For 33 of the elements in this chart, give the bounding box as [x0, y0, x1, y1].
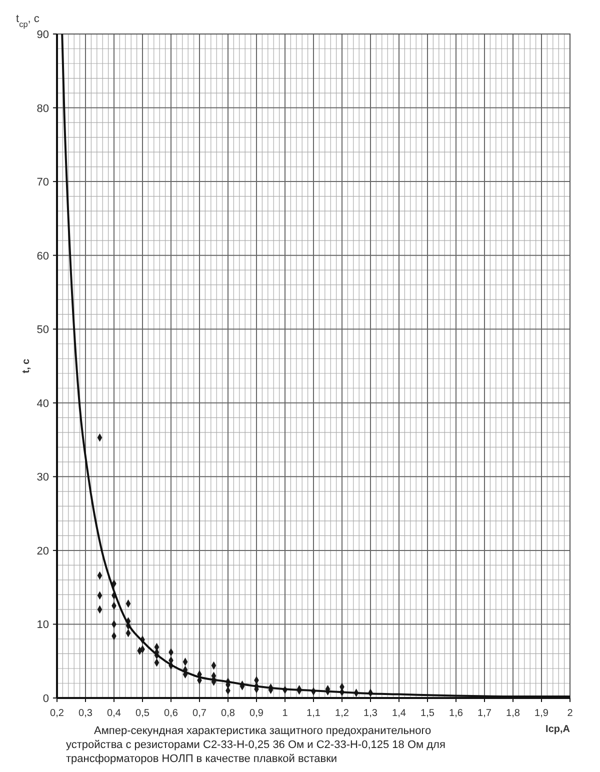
y-tick-label: 30	[36, 472, 49, 484]
x-tick-label: 0,8	[221, 708, 236, 719]
x-axis-title: Icp,A	[546, 724, 570, 735]
x-tick-label: 1,3	[364, 708, 378, 719]
x-tick-label: 1,9	[534, 708, 549, 719]
y-tick-label: 0	[42, 693, 49, 705]
x-tick-label: 1,1	[306, 708, 321, 719]
y-tick-label: 50	[36, 324, 49, 336]
y-tick-label: 80	[36, 102, 49, 115]
y-tick-label: 60	[36, 250, 49, 262]
y-tick-label: 20	[36, 545, 49, 558]
text: Ампер-секундная характеристика защитного предохранительного устройства с резисторами С2-33-Н-0,25 36 Ом и С2-33-Н-0,125 18 Ом для трансформаторов НОЛП в качестве плавкой вставки	[66, 725, 446, 765]
y-tick-label: 90	[36, 29, 49, 41]
x-tick-label: 1,4	[392, 708, 406, 719]
x-tick-label: 1,2	[335, 708, 350, 719]
text: t$_{ср}$, с	[16, 13, 40, 28]
y-tick-label: 40	[36, 398, 49, 410]
x-tick-label: 1,8	[506, 708, 520, 719]
y-tick-label: 70	[36, 176, 49, 189]
x-tick-label: 0,9	[250, 708, 264, 719]
x-tick-label: 1,7	[478, 708, 492, 719]
x-tick-label: 1,6	[449, 708, 464, 719]
x-tick-label: 0,3	[78, 708, 93, 719]
x-tick-label: 0,5	[136, 708, 150, 719]
y-axis-title: t, c	[21, 358, 32, 374]
x-tick-label: 2	[567, 708, 574, 719]
x-tick-label: 0,6	[164, 708, 178, 719]
x-tick-label: 0,2	[50, 708, 64, 719]
x-tick-label: 1,5	[420, 708, 435, 719]
y-tick-label: 10	[36, 619, 49, 632]
x-tick-label: 1	[282, 708, 288, 719]
x-tick-label: 0,7	[192, 708, 207, 719]
x-tick-label: 0,4	[107, 708, 122, 719]
